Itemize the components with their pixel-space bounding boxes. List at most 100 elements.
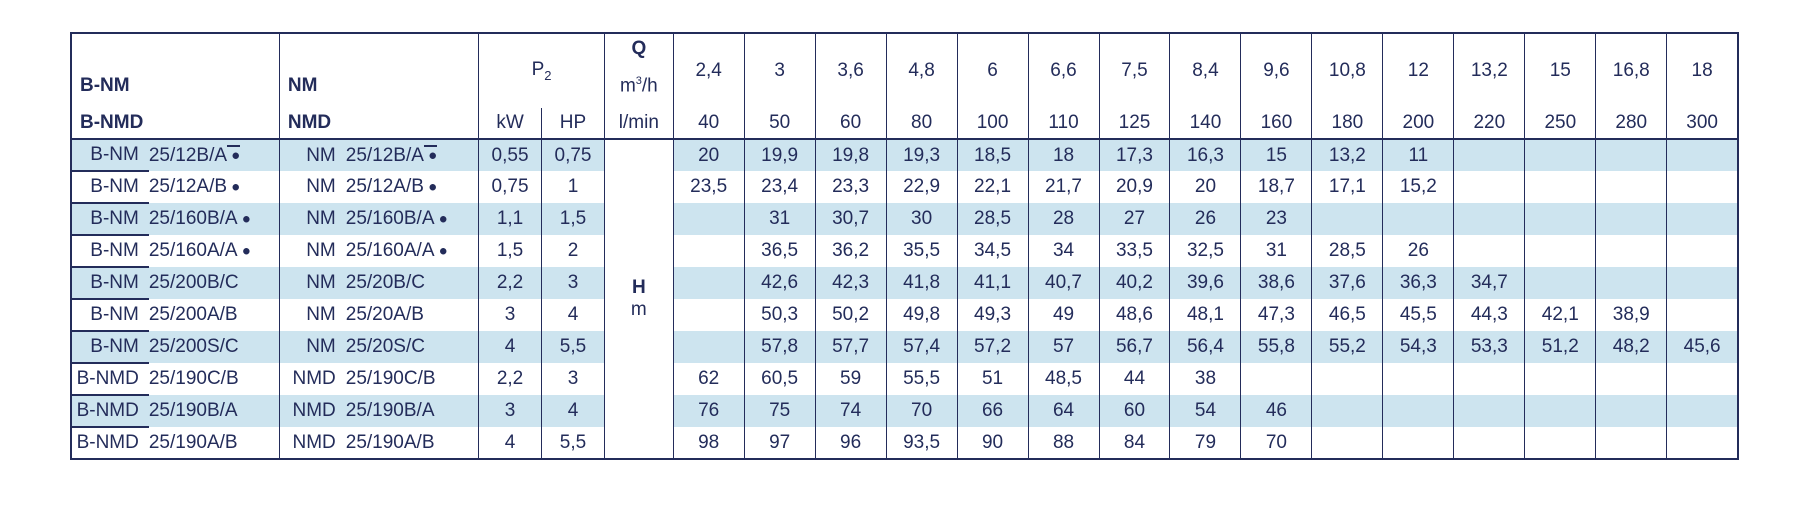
hdr-qtop-12: 15 — [1525, 33, 1596, 108]
row5-v7: 48,1 — [1187, 304, 1224, 325]
row6-v5: 57 — [1053, 336, 1074, 357]
row4-v10: 36,3 — [1400, 272, 1437, 293]
row4-v8: 38,6 — [1258, 272, 1295, 293]
row9-v7: 79 — [1195, 432, 1216, 453]
row1-p1: B-NM — [90, 176, 139, 197]
row6-m1: 25/200S/C — [149, 336, 239, 357]
hdr-qtop-6: 7,5 — [1099, 33, 1170, 108]
row2-kw: 1,1 — [497, 208, 523, 229]
hdr-qtop-13: 16,8 — [1596, 33, 1667, 108]
row2-v2: 30,7 — [832, 208, 869, 229]
row6-v10: 54,3 — [1400, 336, 1437, 357]
row6-hp: 5,5 — [560, 336, 586, 357]
row2-v1: 31 — [769, 208, 790, 229]
row1-v6: 20,9 — [1116, 176, 1153, 197]
row4-v6: 40,2 — [1116, 272, 1153, 293]
data-row-6: B-NM25/200S/CNM25/20S/C45,557,857,757,45… — [71, 331, 1738, 363]
row9-v4: 90 — [982, 432, 1003, 453]
data-row-7: B-NMD25/190C/BNMD25/190C/B2,236260,55955… — [71, 363, 1738, 395]
row8-p1: B-NMD — [77, 400, 139, 421]
h-top: H — [605, 277, 673, 299]
hdr-qbot-4: 100 — [957, 108, 1028, 139]
row5-v4: 49,3 — [974, 304, 1011, 325]
row0-v8: 15 — [1266, 145, 1287, 166]
row8-m1: 25/190B/A — [149, 400, 238, 421]
row9-p2: NMD — [292, 432, 335, 453]
hdr-qtop-0: 2,4 — [673, 33, 744, 108]
row4-v1: 42,6 — [761, 272, 798, 293]
pump-performance-table: P2Q2,433,64,866,67,58,49,610,81213,21516… — [70, 32, 1739, 460]
row7-hp: 3 — [568, 368, 579, 389]
row0-m1: 25/12B/A — [149, 145, 227, 166]
hdr-p2: P2 — [479, 33, 605, 108]
hdr-qtop-8: 9,6 — [1241, 33, 1312, 108]
row7-v5: 48,5 — [1045, 368, 1082, 389]
row0-hp: 0,75 — [555, 145, 592, 166]
row5-v13: 38,9 — [1613, 304, 1650, 325]
row5-v2: 50,2 — [832, 304, 869, 325]
hdr-qbot-13: 280 — [1596, 108, 1667, 139]
hdr-qtop-14: 18 — [1667, 33, 1738, 108]
data-row-3: B-NM25/160A/A ●NM25/160A/A ●1,5236,536,2… — [71, 235, 1738, 267]
row1-v1: 23,4 — [761, 176, 798, 197]
row7-kw: 2,2 — [497, 368, 523, 389]
row7-m1: 25/190C/B — [149, 368, 239, 389]
row5-kw: 3 — [505, 304, 516, 325]
hdr-kw: kW — [479, 108, 542, 139]
row1-v10: 15,2 — [1400, 176, 1437, 197]
row8-v6: 60 — [1124, 400, 1145, 421]
data-row-8: B-NMD25/190B/ANMD25/190B/A34767574706664… — [71, 395, 1738, 427]
row8-v3: 70 — [911, 400, 932, 421]
row1-m1: 25/12A/B — [149, 176, 227, 197]
hdr-H: Hm — [605, 139, 674, 459]
row6-p2: NM — [306, 336, 336, 357]
row2-p2: NM — [306, 208, 336, 229]
row9-v6: 84 — [1124, 432, 1145, 453]
row0-kw: 0,55 — [492, 145, 529, 166]
hdr-qtop-7: 8,4 — [1170, 33, 1241, 108]
row1-hp: 1 — [568, 176, 579, 197]
row3-v3: 35,5 — [903, 240, 940, 261]
data-row-2: B-NM25/160B/A ●NM25/160B/A ●1,11,53130,7… — [71, 203, 1738, 235]
row6-m2: 25/20S/C — [346, 336, 425, 357]
row1-v2: 23,3 — [832, 176, 869, 197]
row2-v5: 28 — [1053, 208, 1074, 229]
hdr-qtop-11: 13,2 — [1454, 33, 1525, 108]
row1-m2: 25/12A/B — [346, 176, 424, 197]
row6-v1: 57,8 — [761, 336, 798, 357]
row6-v8: 55,8 — [1258, 336, 1295, 357]
row6-v14: 45,6 — [1684, 336, 1721, 357]
hdr-qbot-5: 110 — [1028, 108, 1099, 139]
row5-v11: 44,3 — [1471, 304, 1508, 325]
hdr-qbot-14: 300 — [1667, 108, 1738, 139]
hdr-qbot-10: 200 — [1383, 108, 1454, 139]
row4-m2: 25/20B/C — [346, 272, 425, 293]
row5-v8: 47,3 — [1258, 304, 1295, 325]
hdr-q-unit-top: m3/h — [605, 64, 674, 108]
hdr-qtop-1: 3 — [744, 33, 815, 108]
hdr-qtop-4: 6 — [957, 33, 1028, 108]
row9-p1: B-NMD — [77, 432, 139, 453]
row9-v3: 93,5 — [903, 432, 940, 453]
hdr-qbot-8: 160 — [1241, 108, 1312, 139]
row3-v7: 32,5 — [1187, 240, 1224, 261]
hdr-qtop-5: 6,6 — [1028, 33, 1099, 108]
row8-v2: 74 — [840, 400, 861, 421]
row8-v0: 76 — [698, 400, 719, 421]
row7-v1: 60,5 — [761, 368, 798, 389]
row1-v8: 18,7 — [1258, 176, 1295, 197]
row3-v9: 28,5 — [1329, 240, 1366, 261]
row7-p1: B-NMD — [77, 368, 139, 389]
hdr-bnm: B-NM — [71, 64, 279, 108]
row5-p2: NM — [306, 304, 336, 325]
row3-v10: 26 — [1408, 240, 1429, 261]
row4-v11: 34,7 — [1471, 272, 1508, 293]
row7-p2: NMD — [292, 368, 335, 389]
row9-v0: 98 — [698, 432, 719, 453]
row5-v6: 48,6 — [1116, 304, 1153, 325]
row9-v2: 96 — [840, 432, 861, 453]
row0-v3: 19,3 — [903, 145, 940, 166]
hdr-bnmd: B-NMD — [71, 108, 279, 139]
row4-v9: 37,6 — [1329, 272, 1366, 293]
row2-v4: 28,5 — [974, 208, 1011, 229]
